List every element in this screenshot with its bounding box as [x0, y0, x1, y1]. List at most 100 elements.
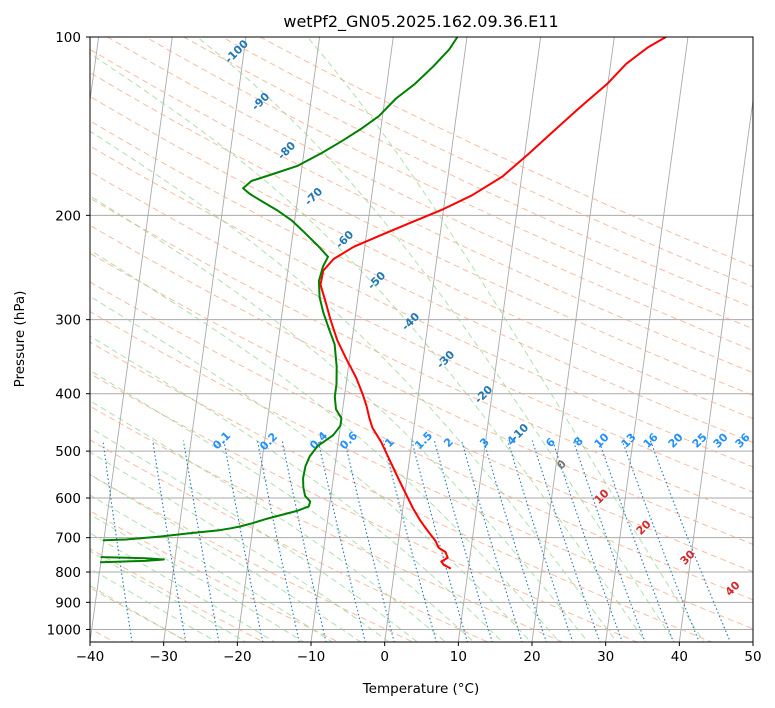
- dry-adiabat-line: [90, 281, 753, 601]
- moist-adiabat-line: [90, 249, 560, 642]
- moist-adiabat-line: [90, 53, 647, 642]
- grid-layer: [0, 24, 753, 654]
- moist-adiabat-line: [90, 195, 589, 642]
- mixing-ratio-line: [552, 440, 623, 642]
- mixing-ratio-label: 16: [641, 430, 661, 450]
- moist-adiabat-line: [90, 473, 362, 642]
- y-tick-label: 800: [55, 565, 81, 581]
- x-tick-label: 50: [744, 649, 761, 665]
- y-tick-label: 700: [55, 531, 81, 547]
- y-tick-label: 300: [55, 313, 81, 329]
- dry-adiabat-line: [90, 548, 265, 642]
- mixing-ratio-line: [223, 440, 264, 642]
- isotherm-line: [384, 37, 468, 642]
- mixing-ratio-label: 0.1: [210, 429, 233, 452]
- mixing-ratio-label: 30: [711, 430, 731, 450]
- x-tick-label: 40: [671, 649, 688, 665]
- mixing-ratio-line: [344, 440, 395, 642]
- y-tick-label: 600: [55, 491, 81, 507]
- moist-adiabat-label: -30: [434, 348, 457, 371]
- moist-adiabat-label: -20: [472, 383, 495, 406]
- mixing-ratio-label: 0.6: [337, 429, 360, 452]
- x-tick-label: −40: [76, 649, 105, 665]
- mixing-ratio-label: 2: [441, 435, 456, 450]
- dry-adiabat-line: [0, 24, 60, 654]
- moist-adiabat-line: [90, 532, 276, 642]
- dry-adiabat-label: 30: [678, 547, 698, 567]
- dry-adiabat-line: [90, 224, 753, 545]
- dewpoint-profile-line: [102, 37, 459, 542]
- mixing-ratio-line: [531, 440, 601, 642]
- mixing-ratio-line: [433, 440, 493, 642]
- moist-adiabat-line: [90, 400, 447, 642]
- isotherm-line: [163, 37, 247, 642]
- y-axis-label: Pressure (hPa): [12, 291, 28, 388]
- mixing-ratio-line: [649, 440, 731, 642]
- isotherm-line: [457, 37, 542, 642]
- dry-adiabat-line: [90, 197, 753, 519]
- isotherm-line: [752, 638, 753, 642]
- axes-layer: −40 −30 −20 −10 0 10 20 30 40 5010020030040050060…: [47, 30, 762, 665]
- moist-adiabat-label: -100: [222, 37, 251, 66]
- mixing-ratio-label: 10: [592, 430, 612, 450]
- mixing-ratio-line: [182, 440, 220, 642]
- y-tick-label: 900: [55, 595, 81, 611]
- x-tick-label: −30: [149, 649, 178, 665]
- mixing-ratio-label: 20: [666, 430, 686, 450]
- x-tick-label: 10: [450, 649, 467, 665]
- x-tick-label: 30: [597, 649, 614, 665]
- dewpoint-spike-profile-line: [99, 556, 165, 564]
- isotherm-line: [236, 37, 321, 642]
- mixing-ratio-line: [152, 440, 187, 642]
- mixing-ratio-line: [382, 440, 437, 642]
- mixing-ratio-line: [12, 441, 36, 654]
- mixing-ratio-line: [281, 440, 327, 642]
- mixing-ratio-line: [256, 440, 300, 642]
- dry-adiabat-label: 0: [554, 457, 569, 472]
- moist-adiabat-label: -40: [399, 310, 422, 333]
- y-tick-label: 100: [55, 30, 81, 46]
- series-layer: [99, 37, 667, 570]
- mixing-ratio-line: [483, 440, 547, 642]
- isotherm-line: [90, 37, 173, 642]
- dry-adiabat-line: [90, 587, 190, 642]
- moist-adiabat-line: [90, 369, 475, 642]
- moist-adiabat-line: [90, 550, 247, 642]
- x-tick-label: −10: [297, 649, 326, 665]
- x-axis-label: Temperature (°C): [362, 681, 480, 697]
- plot-frame: [89, 36, 754, 643]
- dry-adiabat-label: 40: [723, 578, 743, 598]
- mixing-ratio-line: [572, 440, 646, 642]
- dry-adiabat-line: [90, 510, 340, 642]
- moist-adiabat-line: [90, 335, 503, 642]
- mixing-ratio-line: [598, 440, 674, 642]
- moist-adiabat-line: [90, 451, 390, 642]
- mixing-ratio-label: 36: [733, 430, 753, 450]
- y-tick-label: 400: [55, 387, 81, 403]
- moist-adiabat-line: [90, 295, 532, 642]
- dry-adiabat-line: [90, 474, 415, 642]
- moist-adiabat-label: -70: [302, 185, 325, 208]
- isotherm-line: [605, 37, 689, 642]
- x-tick-label: 20: [523, 649, 540, 665]
- x-tick-label: −20: [223, 649, 252, 665]
- moist-adiabat-label: -80: [275, 139, 298, 162]
- dry-adiabat-line: [90, 72, 753, 396]
- moist-adiabat-line: [90, 513, 305, 642]
- mixing-ratio-line: [461, 440, 523, 642]
- dry-adiabat-line: [90, 48, 753, 374]
- moist-adiabat-line: [90, 494, 334, 642]
- x-tick-label: 0: [380, 649, 389, 665]
- moist-adiabat-line: [90, 130, 618, 642]
- moist-adiabat-label: -90: [249, 90, 272, 113]
- y-tick-label: 200: [55, 208, 81, 224]
- dry-adiabat-line: [90, 145, 753, 468]
- dry-adiabat-line: [90, 252, 753, 573]
- mixing-ratio-line: [411, 440, 469, 642]
- y-tick-label: 500: [55, 444, 81, 460]
- chart-title: wetPf2_GN05.2025.162.09.36.E11: [283, 12, 558, 32]
- isotherm-line: [531, 37, 615, 642]
- mixing-ratio-label: 3: [477, 435, 492, 450]
- dry-adiabat-line: [182, 37, 753, 309]
